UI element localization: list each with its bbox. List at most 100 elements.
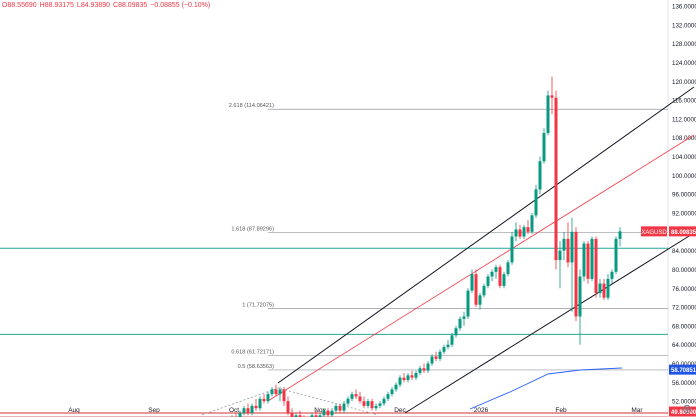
candle-body xyxy=(262,398,266,402)
y-tick-label: 84.00000 xyxy=(672,248,696,255)
channel-middle-line xyxy=(267,134,695,402)
candle-body xyxy=(238,412,242,417)
candle-body xyxy=(386,394,390,399)
candle-body xyxy=(586,243,590,279)
x-tick-label: Feb xyxy=(555,407,567,414)
x-tick-label: Nov xyxy=(314,407,326,414)
candle-body xyxy=(614,238,618,272)
candle-body xyxy=(406,375,410,381)
candle-body xyxy=(606,278,610,298)
x-tick-label: Sep xyxy=(148,407,160,414)
candle-body xyxy=(466,290,470,317)
candle-body xyxy=(310,415,314,417)
candle-body xyxy=(366,401,370,406)
candle-body xyxy=(410,375,414,378)
fib-level-label: 1 (71.72075) xyxy=(242,302,274,308)
x-tick-label: Oct xyxy=(229,407,239,414)
candle-body xyxy=(454,328,458,336)
ohlc-close: C88.09835 xyxy=(113,2,148,9)
candle-body xyxy=(330,410,334,416)
candle-body xyxy=(398,377,402,385)
fib-level-label: 0.5 (58.63563) xyxy=(238,364,275,370)
price-badge-value: 49.80000 xyxy=(671,410,696,416)
symbol-badge xyxy=(641,226,667,237)
ohlc-high: H88.93175 xyxy=(39,2,74,9)
candle-body xyxy=(590,238,594,279)
candle-body xyxy=(562,238,566,251)
candle-body xyxy=(530,215,534,232)
candle-body xyxy=(494,267,498,272)
candle-body xyxy=(450,335,454,345)
ohlc-legend: O88.55690 H88.93175 L84.93890 C88.09835 … xyxy=(2,2,210,9)
candle-body xyxy=(354,394,358,397)
candle-body xyxy=(246,408,250,413)
y-tick-label: 128.00000 xyxy=(672,41,696,48)
y-tick-label: 60.00000 xyxy=(672,361,696,368)
candle-body xyxy=(442,347,446,352)
x-tick-label: Aug xyxy=(68,407,80,414)
candle-body xyxy=(502,274,506,286)
candle-body xyxy=(282,389,286,402)
y-tick-label: 68.00000 xyxy=(672,323,696,330)
candle-body xyxy=(402,377,406,381)
candle-body xyxy=(610,271,614,279)
price-badge xyxy=(669,364,696,375)
candle-body xyxy=(274,389,278,395)
price-badge xyxy=(669,406,696,417)
y-tick-label: 120.00000 xyxy=(672,79,696,86)
candle-body xyxy=(470,274,474,291)
settings-gear-icon[interactable] xyxy=(682,404,692,414)
x-tick-label: 2026 xyxy=(474,407,489,414)
candle-body xyxy=(382,398,386,404)
ohlc-change: −0.08855 (−0.10%) xyxy=(150,2,211,9)
candle-body xyxy=(314,415,318,417)
candle-body xyxy=(598,283,602,293)
y-tick-label: 132.00000 xyxy=(672,22,696,29)
candle-body xyxy=(358,396,362,402)
candle-body xyxy=(414,372,418,378)
fib-level-label: 0.618 (61.72171) xyxy=(231,349,274,355)
candle-body xyxy=(478,295,482,305)
y-tick-label: 56.00000 xyxy=(672,380,696,387)
candle-body xyxy=(290,412,294,417)
candle-body xyxy=(538,161,542,190)
candle-body xyxy=(270,389,274,395)
candle-body xyxy=(498,267,502,286)
candle-body xyxy=(318,415,322,417)
y-tick-label: 116.00000 xyxy=(672,98,696,105)
candle-body xyxy=(242,408,246,413)
candle-body xyxy=(462,316,466,319)
candle-body xyxy=(338,405,342,411)
candle-body xyxy=(278,389,282,395)
candle-body xyxy=(474,274,478,305)
candle-body xyxy=(258,398,262,409)
candle-body xyxy=(266,394,270,402)
candle-body xyxy=(362,401,366,406)
candle-body xyxy=(510,236,514,263)
candle-body xyxy=(418,368,422,373)
candle-body xyxy=(582,243,586,277)
price-badge xyxy=(669,226,696,237)
candle-body xyxy=(334,405,338,411)
candle-body xyxy=(346,398,350,404)
candle-body xyxy=(482,285,486,296)
y-tick-label: 124.00000 xyxy=(672,60,696,67)
candle-body xyxy=(286,401,290,413)
candle-body xyxy=(438,351,442,359)
candle-body xyxy=(394,384,398,390)
candle-body xyxy=(446,344,450,348)
price-badge-value: 88.09835 xyxy=(671,230,696,236)
y-tick-label: 64.00000 xyxy=(672,342,696,349)
ohlc-open: O88.55690 xyxy=(2,2,37,9)
candle-body xyxy=(250,405,254,413)
price-badge-value: 58.70851 xyxy=(671,368,696,374)
candle-body xyxy=(254,405,258,409)
candle-body xyxy=(514,229,518,237)
candle-body xyxy=(426,363,430,371)
candle-body xyxy=(342,403,346,411)
fib-level-label: 1.618 (87.89296) xyxy=(231,226,274,232)
candle-body xyxy=(326,410,330,416)
candle-body xyxy=(434,356,438,359)
candle-body xyxy=(566,238,570,263)
